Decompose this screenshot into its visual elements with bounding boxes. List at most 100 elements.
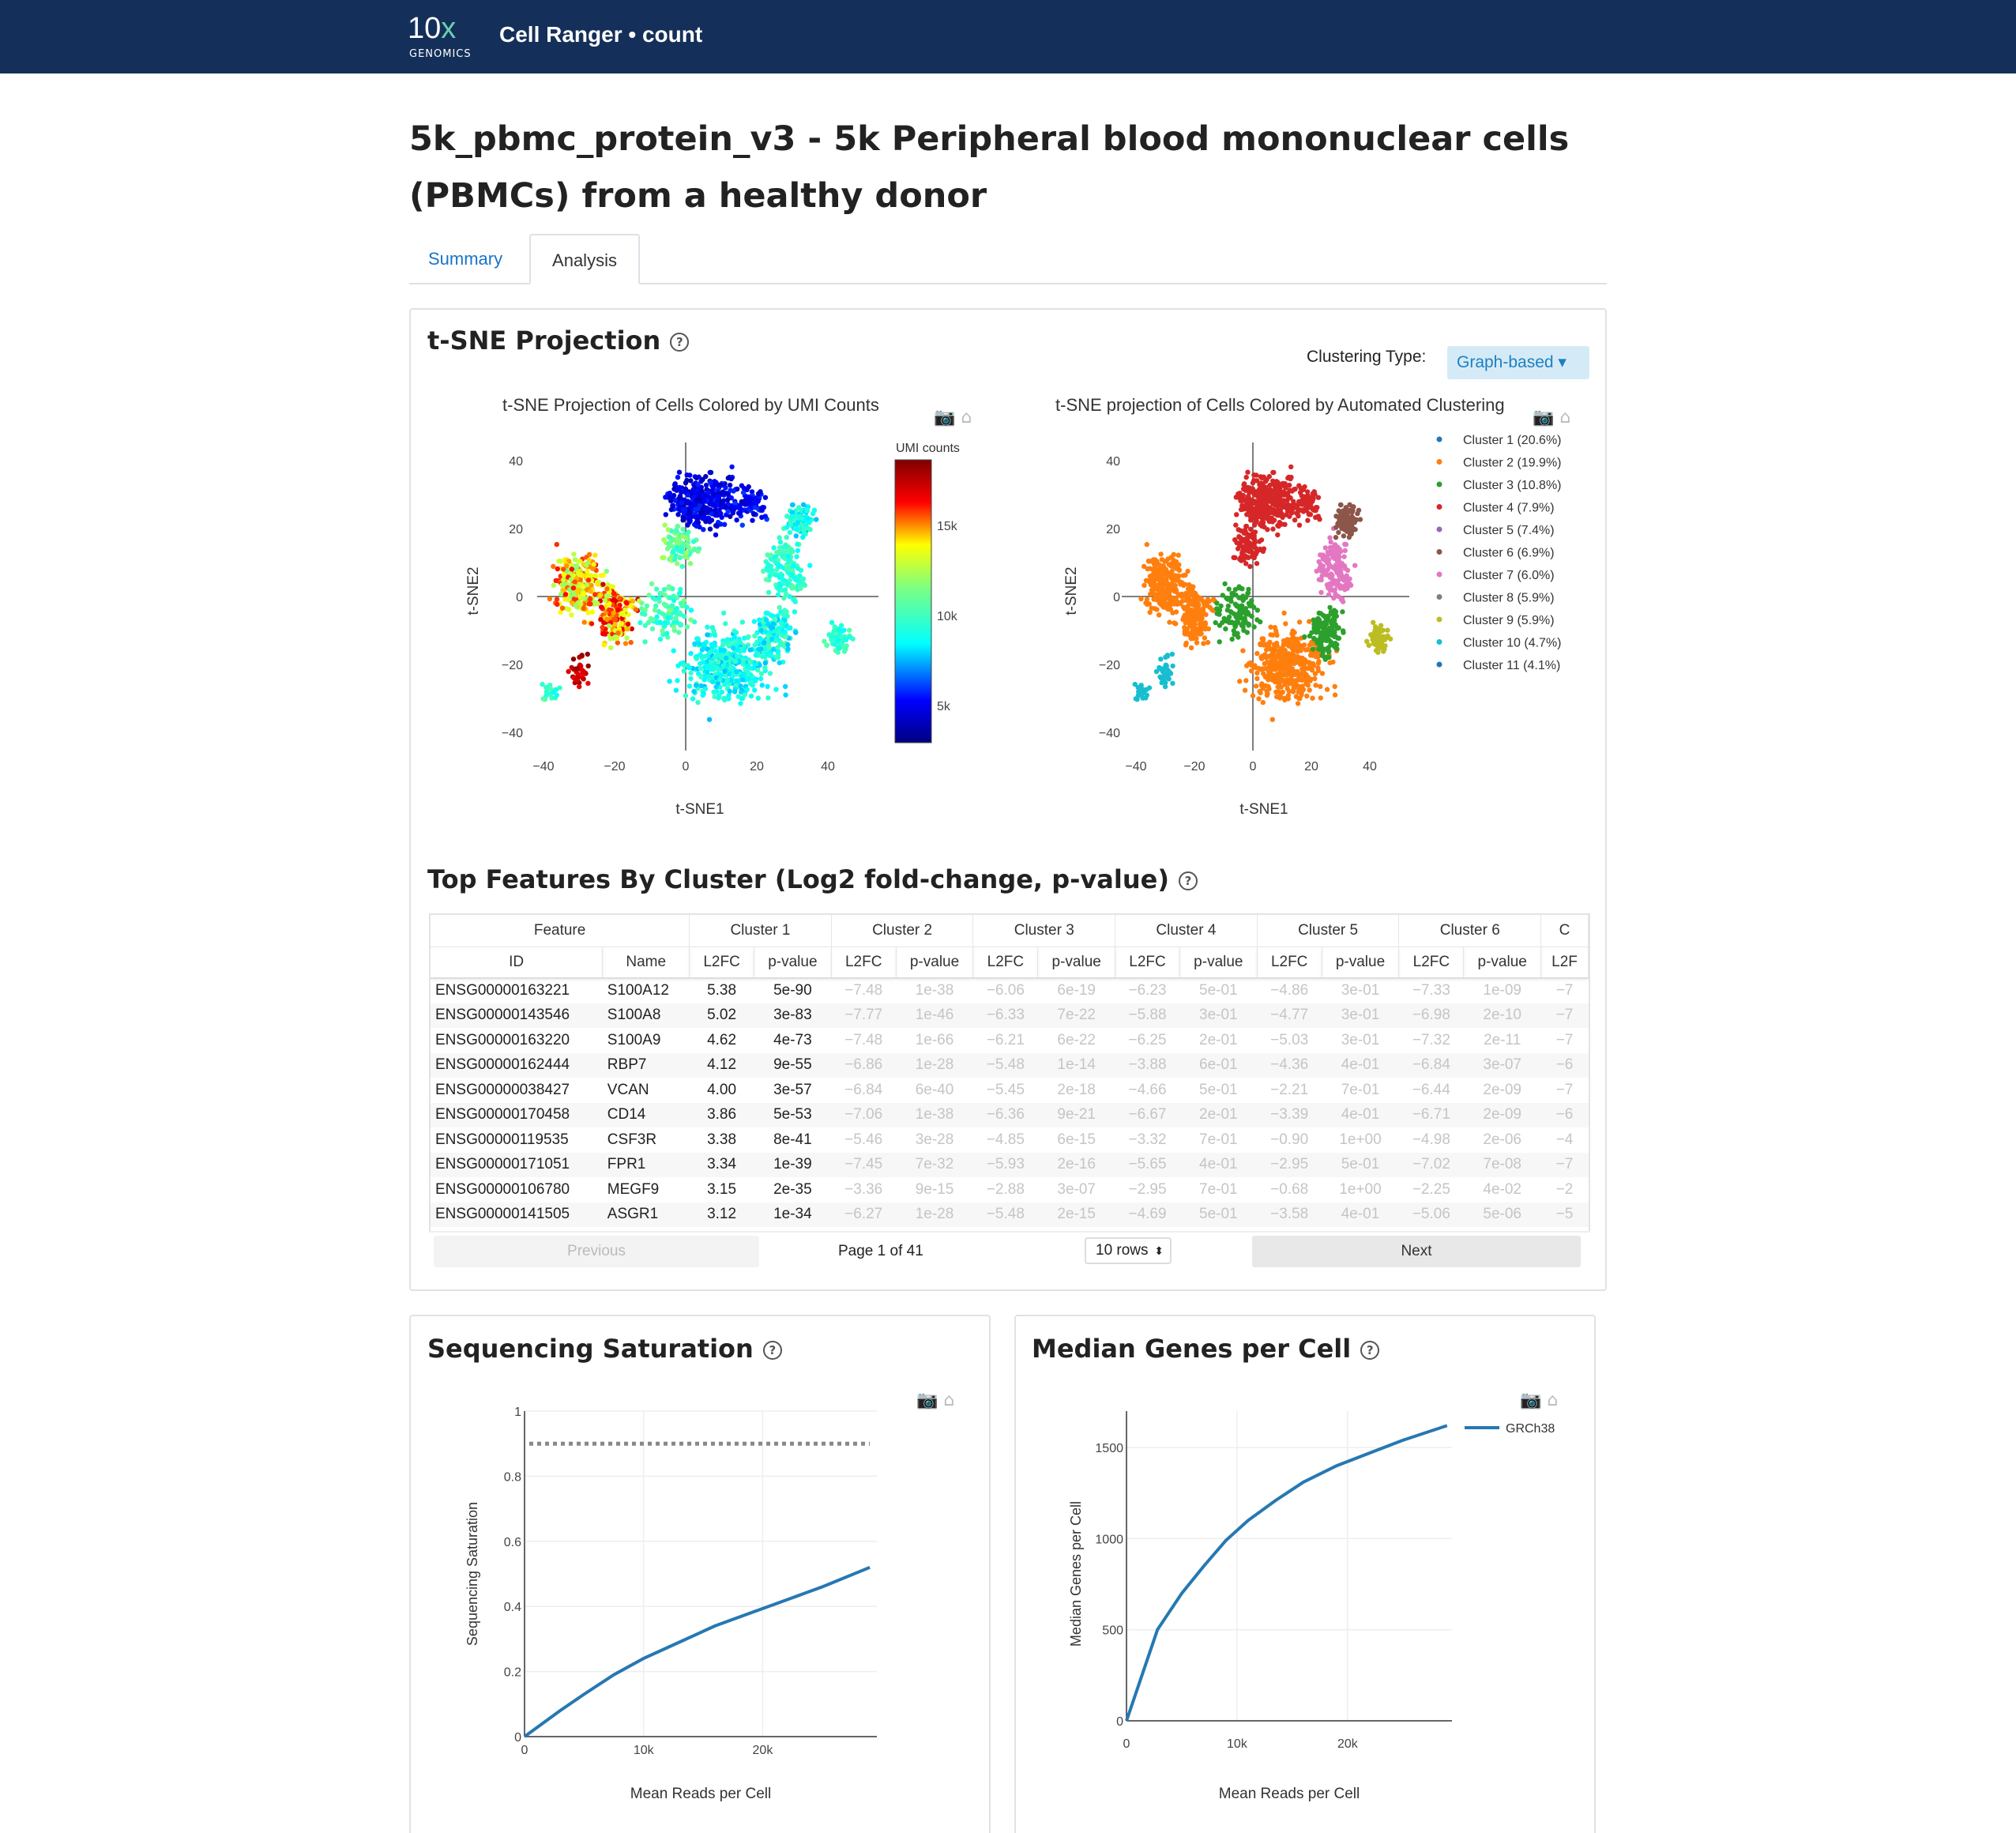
cluster-point bbox=[1258, 547, 1263, 552]
previous-button[interactable]: Previous bbox=[434, 1236, 759, 1267]
cluster-point bbox=[1214, 611, 1220, 616]
camera-icon[interactable]: 📷 bbox=[1520, 1391, 1542, 1410]
cluster-point bbox=[1274, 694, 1280, 700]
column-header[interactable]: L2FC bbox=[831, 947, 897, 979]
umi-point bbox=[784, 609, 789, 615]
cluster-point bbox=[1341, 533, 1347, 539]
umi-point bbox=[739, 522, 745, 528]
cluster-point bbox=[1258, 521, 1263, 528]
umi-point bbox=[723, 672, 728, 678]
home-icon[interactable]: ⌂ bbox=[1559, 408, 1571, 427]
table-cell: 3e-07 bbox=[1463, 1052, 1541, 1078]
umi-point bbox=[684, 624, 690, 630]
cluster-point bbox=[1257, 688, 1262, 694]
help-icon[interactable]: ? bbox=[1178, 871, 1198, 890]
umi-point bbox=[720, 610, 727, 616]
umi-point bbox=[581, 676, 586, 682]
column-group-header[interactable]: Feature bbox=[431, 915, 690, 947]
cluster-point bbox=[1357, 517, 1363, 522]
camera-icon[interactable]: 📷 bbox=[916, 1391, 938, 1410]
cluster-point bbox=[1269, 489, 1274, 495]
column-header[interactable]: L2FC bbox=[1115, 947, 1180, 979]
camera-icon[interactable]: 📷 bbox=[934, 408, 956, 427]
legend-item: Cluster 6 (6.9%) bbox=[1463, 547, 1555, 560]
umi-point bbox=[707, 526, 713, 532]
cluster-point bbox=[1158, 592, 1164, 597]
cluster-point bbox=[1252, 492, 1258, 498]
cluster-point bbox=[1214, 606, 1220, 612]
cluster-point bbox=[1281, 663, 1287, 668]
cluster-point bbox=[1158, 657, 1164, 662]
column-header[interactable]: L2FC bbox=[1257, 947, 1322, 979]
column-group-header[interactable]: Cluster 6 bbox=[1398, 915, 1542, 947]
umi-point bbox=[638, 619, 643, 626]
table-row: ENSG00000143546 S100A8 5.02 3e-83 −7.77 1e-46… bbox=[431, 1003, 1589, 1028]
help-icon[interactable]: ? bbox=[762, 1341, 782, 1360]
home-icon[interactable]: ⌂ bbox=[943, 1391, 955, 1410]
umi-point bbox=[742, 692, 747, 698]
umi-point bbox=[773, 572, 779, 578]
umi-point bbox=[728, 503, 735, 510]
table-cell: −5.48 bbox=[972, 1202, 1038, 1227]
cluster-point bbox=[1356, 507, 1362, 513]
column-header[interactable]: p-value bbox=[1322, 947, 1400, 979]
column-group-header[interactable]: Cluster 3 bbox=[972, 915, 1116, 947]
umi-point bbox=[580, 669, 586, 675]
table-cell: 1e-28 bbox=[896, 1052, 973, 1078]
umi-point bbox=[689, 504, 694, 510]
table-row: ENSG00000163221 S100A12 5.38 5e-90 −7.48 1e-3… bbox=[431, 978, 1589, 1003]
cluster-point bbox=[1285, 475, 1291, 481]
column-group-header[interactable]: Cluster 2 bbox=[831, 915, 974, 947]
column-header[interactable]: p-value bbox=[1179, 947, 1258, 979]
column-header[interactable]: L2FC bbox=[972, 947, 1039, 979]
umi-point bbox=[544, 685, 550, 691]
table-cell: −3.39 bbox=[1257, 1102, 1322, 1127]
cluster-point bbox=[1243, 474, 1249, 480]
camera-icon[interactable]: 📷 bbox=[1533, 408, 1555, 427]
umi-point bbox=[744, 687, 750, 692]
tab-analysis[interactable]: Analysis bbox=[529, 234, 640, 284]
column-header[interactable]: p-value bbox=[896, 947, 974, 979]
column-group-header[interactable]: Cluster 5 bbox=[1257, 915, 1400, 947]
y-tick-label: 0 bbox=[516, 591, 523, 604]
umi-point bbox=[601, 642, 607, 648]
umi-point bbox=[665, 615, 671, 620]
cluster-point bbox=[1337, 584, 1342, 589]
column-header[interactable]: L2FC bbox=[689, 947, 754, 979]
tab-summary[interactable]: Summary bbox=[428, 249, 503, 269]
umi-point bbox=[792, 609, 798, 615]
cluster-point bbox=[1162, 571, 1168, 577]
rows-per-page-select[interactable]: 10 rows ⬍ bbox=[1085, 1237, 1172, 1264]
column-header[interactable]: L2FC bbox=[1398, 947, 1465, 979]
umi-point bbox=[762, 665, 768, 671]
table-cell: −4.69 bbox=[1115, 1202, 1180, 1227]
next-button[interactable]: Next bbox=[1252, 1236, 1581, 1267]
umi-point bbox=[791, 563, 796, 569]
cluster-point bbox=[1310, 491, 1315, 497]
10x-genomics-logo[interactable]: 10x GENOMICS bbox=[408, 12, 472, 60]
column-group-header[interactable]: Cluster 4 bbox=[1115, 915, 1258, 947]
clustering-type-dropdown[interactable]: Graph-based ▾ bbox=[1447, 346, 1589, 379]
column-group-header[interactable]: C bbox=[1540, 915, 1589, 947]
home-icon[interactable]: ⌂ bbox=[961, 408, 972, 427]
table-cell: 3e-07 bbox=[1057, 1180, 1096, 1198]
table-cell: −5.03 bbox=[1270, 1031, 1309, 1048]
umi-point bbox=[554, 597, 560, 602]
cluster-point bbox=[1271, 642, 1277, 648]
column-header[interactable]: Name bbox=[602, 947, 690, 979]
cluster-point bbox=[1327, 535, 1333, 540]
help-icon[interactable]: ? bbox=[670, 333, 690, 352]
column-header[interactable]: L2F bbox=[1540, 947, 1589, 979]
cluster-point bbox=[1258, 619, 1263, 625]
umi-point bbox=[714, 523, 720, 529]
column-header[interactable]: p-value bbox=[1463, 947, 1542, 979]
column-header[interactable]: ID bbox=[431, 947, 604, 979]
column-group-header[interactable]: Cluster 1 bbox=[689, 915, 832, 947]
table-cell: −3.88 bbox=[1115, 1052, 1180, 1078]
umi-point bbox=[568, 577, 574, 582]
cluster-xlabel: t-SNE1 bbox=[1239, 801, 1288, 818]
column-header[interactable]: p-value bbox=[1037, 947, 1116, 979]
home-icon[interactable]: ⌂ bbox=[1547, 1391, 1559, 1410]
column-header[interactable]: p-value bbox=[754, 947, 832, 979]
help-icon[interactable]: ? bbox=[1360, 1341, 1380, 1360]
